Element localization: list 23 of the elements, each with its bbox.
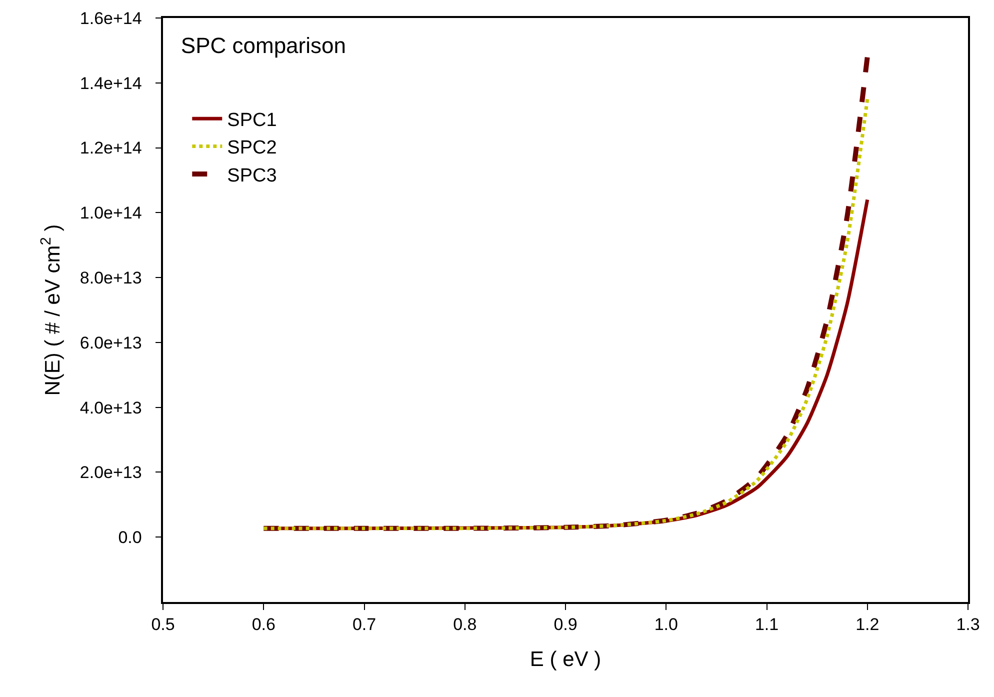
x-tick-label: 0.8 xyxy=(453,615,477,634)
x-tick-label: 1.2 xyxy=(856,615,880,634)
y-tick-label: 8.0e+13 xyxy=(80,268,142,288)
x-axis-title: E ( eV ) xyxy=(530,648,602,671)
y-tick-label: 4.0e+13 xyxy=(80,398,142,418)
x-tick-label: 0.6 xyxy=(252,615,276,634)
legend-label: SPC1 xyxy=(227,110,277,132)
legend-label: SPC3 xyxy=(227,165,277,186)
y-tick-label: 2.0e+13 xyxy=(80,463,142,482)
y-tick-label: 6.0e+13 xyxy=(80,333,142,352)
x-tick-label: 1.0 xyxy=(654,615,678,634)
y-tick-label: 1.2e+14 xyxy=(80,138,142,158)
y-tick-label: 1.4e+14 xyxy=(80,74,142,93)
y-tick-label: 1.6e+14 xyxy=(80,8,142,28)
legend-label: SPC2 xyxy=(227,138,277,159)
text: SPC comparison xyxy=(180,33,346,58)
y-tick-label: 0.0 xyxy=(118,528,142,548)
x-tick-label: 1.3 xyxy=(956,615,980,634)
x-tick-label: 0.7 xyxy=(352,615,376,634)
y-tick-label: 1.0e+14 xyxy=(80,204,142,223)
x-tick-label: 0.9 xyxy=(554,615,578,634)
x-tick-label: 1.1 xyxy=(754,615,779,634)
x-tick-label: 0.5 xyxy=(151,615,175,634)
